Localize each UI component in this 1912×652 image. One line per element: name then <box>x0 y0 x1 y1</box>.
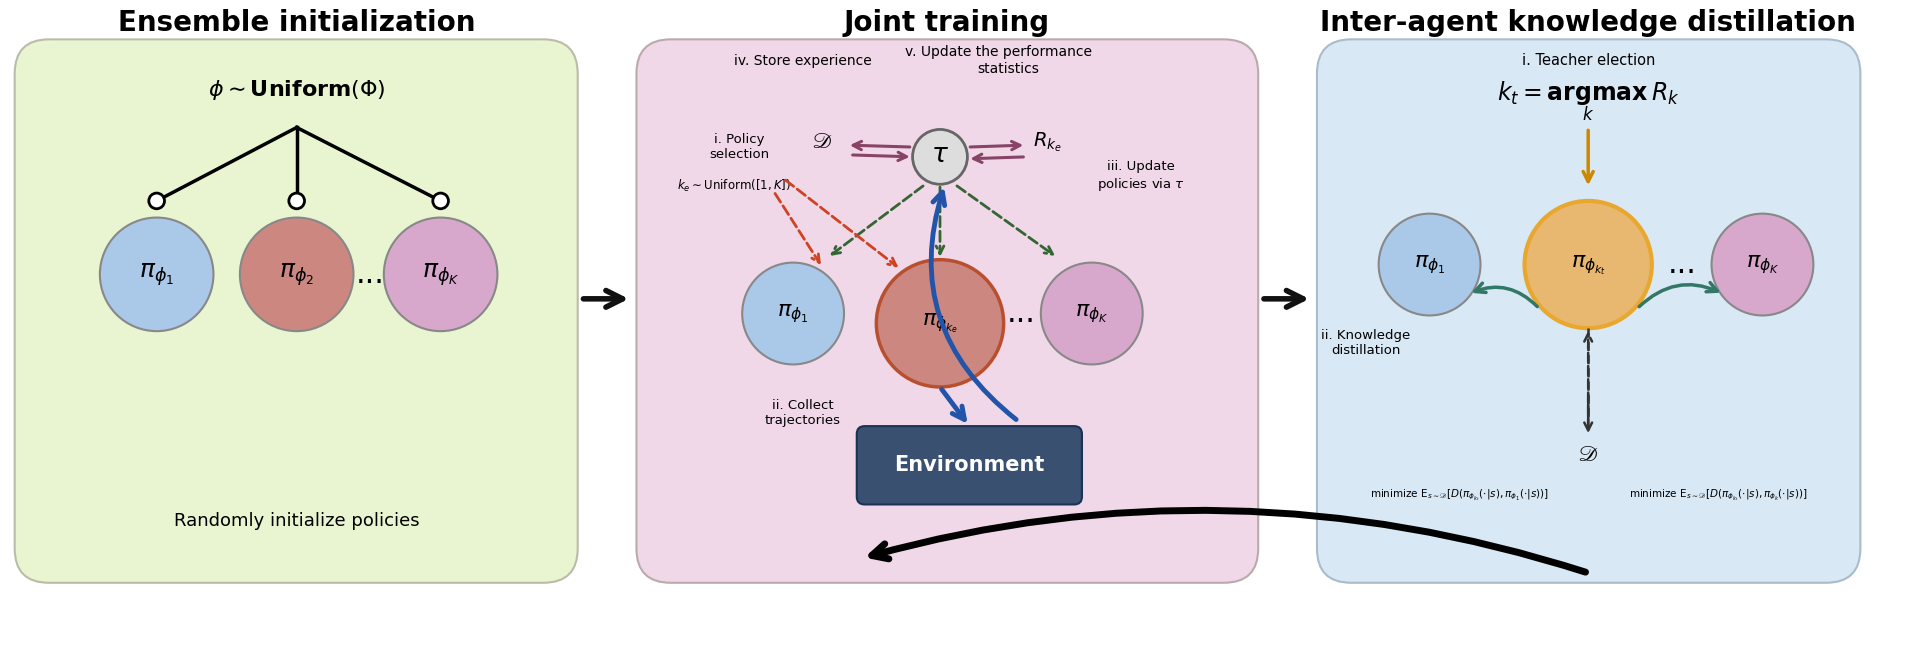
FancyBboxPatch shape <box>1317 39 1860 583</box>
Text: Inter-agent knowledge distillation: Inter-agent knowledge distillation <box>1321 8 1857 37</box>
Text: $\phi \sim \mathbf{Uniform}(\Phi)$: $\phi \sim \mathbf{Uniform}(\Phi)$ <box>208 78 386 102</box>
Text: $\pi_{\phi_1}$: $\pi_{\phi_1}$ <box>140 261 174 288</box>
Circle shape <box>742 263 843 364</box>
Text: $\pi_{\phi_{k_e}}$: $\pi_{\phi_{k_e}}$ <box>922 312 958 335</box>
Circle shape <box>289 193 304 209</box>
Text: $\mathscr{D}$: $\mathscr{D}$ <box>1577 445 1598 466</box>
Text: $\tau$: $\tau$ <box>931 142 948 168</box>
Text: $\pi_{\phi_K}$: $\pi_{\phi_K}$ <box>1746 253 1780 276</box>
Text: minimize $\mathrm{E}_{s\sim\mathscr{D}}[D(\pi_{\phi_{k_t}}(\cdot|s),\pi_{\phi_k}: minimize $\mathrm{E}_{s\sim\mathscr{D}}[… <box>1629 486 1807 503</box>
Circle shape <box>1379 214 1480 316</box>
Text: $R_{k_e}$: $R_{k_e}$ <box>1032 130 1063 154</box>
Text: statistics: statistics <box>977 62 1040 76</box>
Text: i. Policy
selection: i. Policy selection <box>709 133 769 161</box>
Text: ...: ... <box>1667 250 1696 279</box>
Text: ii. Knowledge
distillation: ii. Knowledge distillation <box>1321 329 1411 357</box>
Text: $k_t = \mathbf{argmax}\, R_k$: $k_t = \mathbf{argmax}\, R_k$ <box>1497 79 1679 107</box>
Circle shape <box>912 130 967 185</box>
Circle shape <box>1524 201 1652 328</box>
FancyBboxPatch shape <box>857 426 1082 505</box>
Text: $\pi_{\phi_K}$: $\pi_{\phi_K}$ <box>1075 302 1109 325</box>
Text: $\pi_{\phi_K}$: $\pi_{\phi_K}$ <box>423 261 459 288</box>
Text: Joint training: Joint training <box>843 8 1050 37</box>
Text: $\pi_{\phi_1}$: $\pi_{\phi_1}$ <box>778 302 809 325</box>
Text: i. Teacher election: i. Teacher election <box>1522 53 1656 68</box>
Text: ...: ... <box>356 260 384 289</box>
Circle shape <box>384 218 497 331</box>
Text: ii. Collect
trajectories: ii. Collect trajectories <box>765 400 841 428</box>
FancyBboxPatch shape <box>15 39 577 583</box>
Circle shape <box>1711 214 1813 316</box>
Circle shape <box>432 193 449 209</box>
Circle shape <box>1040 263 1143 364</box>
Text: ...: ... <box>1008 299 1036 328</box>
Circle shape <box>876 259 1004 387</box>
Text: $k$: $k$ <box>1581 106 1595 124</box>
Circle shape <box>239 218 354 331</box>
FancyBboxPatch shape <box>637 39 1258 583</box>
Circle shape <box>149 193 164 209</box>
Text: $\mathscr{D}$: $\mathscr{D}$ <box>813 132 832 152</box>
Text: Environment: Environment <box>895 455 1044 475</box>
Text: $\pi_{\phi_{k_t}}$: $\pi_{\phi_{k_t}}$ <box>1570 252 1606 276</box>
Text: Ensemble initialization: Ensemble initialization <box>119 8 476 37</box>
Text: v. Update the performance: v. Update the performance <box>904 45 1092 59</box>
Text: $k_e \sim \mathrm{Uniform}([1, K])$: $k_e \sim \mathrm{Uniform}([1, K])$ <box>677 178 792 194</box>
Text: $\pi_{\phi_2}$: $\pi_{\phi_2}$ <box>279 261 314 288</box>
Text: Randomly initialize policies: Randomly initialize policies <box>174 512 419 530</box>
Text: $\pi_{\phi_1}$: $\pi_{\phi_1}$ <box>1413 253 1445 276</box>
Text: iii. Update
policies via $\tau$: iii. Update policies via $\tau$ <box>1097 160 1185 192</box>
Text: minimize $\mathrm{E}_{s\sim\mathscr{D}}[D(\pi_{\phi_{k_t}}(\cdot|s),\pi_{\phi_1}: minimize $\mathrm{E}_{s\sim\mathscr{D}}[… <box>1369 486 1549 503</box>
Text: iv. Store experience: iv. Store experience <box>734 54 872 68</box>
Circle shape <box>99 218 214 331</box>
